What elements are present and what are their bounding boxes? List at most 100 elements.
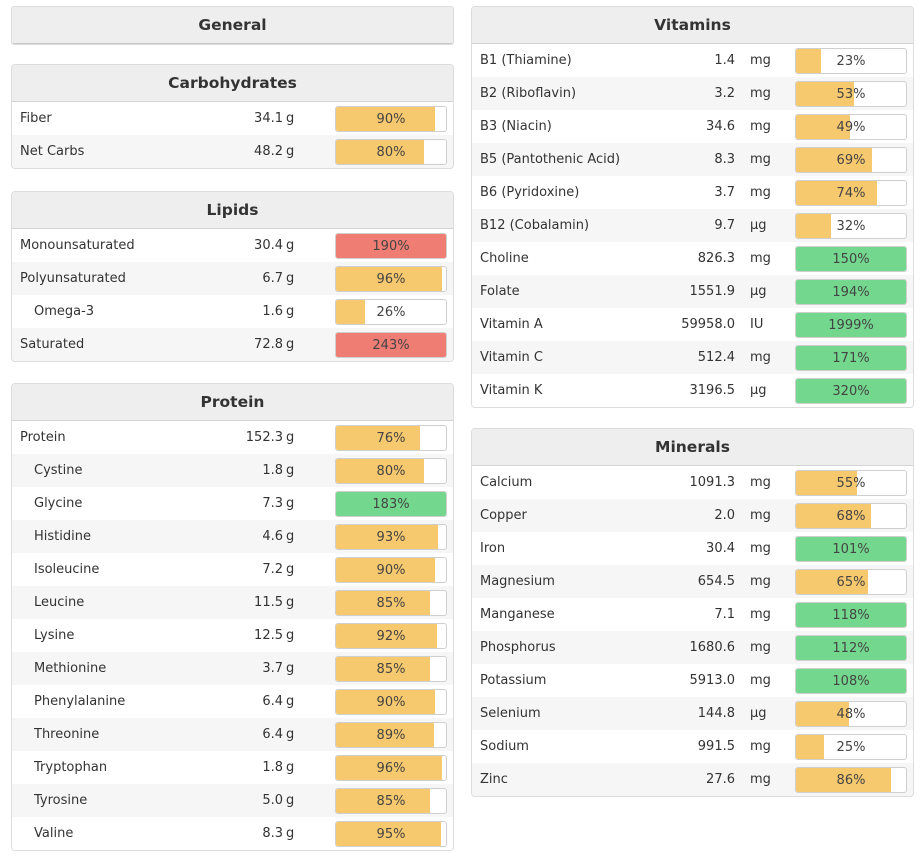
nutrient-name: Saturated [20, 337, 85, 352]
percent-label: 108% [832, 673, 870, 689]
percent-bar-fill [796, 636, 906, 660]
percent-label: 320% [832, 383, 870, 399]
nutrient-row[interactable]: B2 (Riboflavin) 3.2 mg 53% [472, 77, 913, 110]
percent-label: 150% [832, 251, 870, 267]
nutrient-row[interactable]: Folate 1551.9 µg 194% [472, 275, 913, 308]
percent-bar-fill [796, 768, 891, 792]
nutrient-row[interactable]: Zinc 27.6 mg 86% [472, 763, 913, 796]
percent-bar: 194% [795, 279, 907, 305]
nutrient-row[interactable]: Tryptophan 1.8 g 96% [12, 751, 453, 784]
nutrient-row[interactable]: Choline 826.3 mg 150% [472, 242, 913, 275]
nutrient-row[interactable]: Valine 8.3 g 95% [12, 817, 453, 850]
nutrient-row[interactable]: Vitamin C 512.4 mg 171% [472, 341, 913, 374]
nutrient-amount: 72.8 [254, 337, 283, 352]
nutrient-name: Calcium [480, 475, 533, 490]
nutrient-name: B12 (Cobalamin) [480, 218, 590, 233]
nutrient-amount: 1551.9 [689, 284, 736, 299]
nutrient-row[interactable]: Net Carbs 48.2 g 80% [12, 135, 453, 168]
nutrient-unit: g [286, 111, 295, 126]
percent-label: 23% [836, 53, 866, 69]
nutrient-unit: g [286, 760, 295, 775]
percent-bar: 243% [335, 332, 447, 358]
nutrient-name: Folate [480, 284, 520, 299]
nutrient-amount: 30.4 [254, 238, 283, 253]
percent-bar-fill [796, 346, 906, 370]
nutrient-amount: 30.4 [706, 541, 735, 556]
nutrient-unit: mg [750, 640, 771, 655]
nutrient-row[interactable]: Iron 30.4 mg 101% [472, 532, 913, 565]
percent-bar-fill [796, 214, 832, 238]
nutrient-name: B5 (Pantothenic Acid) [480, 152, 621, 167]
nutrient-row[interactable]: Vitamin K 3196.5 µg 320% [472, 374, 913, 407]
nutrient-name: Sodium [480, 739, 529, 754]
nutrient-row[interactable]: Potassium 5913.0 mg 108% [472, 664, 913, 697]
nutrient-unit: mg [750, 185, 771, 200]
nutrient-row[interactable]: Omega-3 1.6 g 26% [12, 295, 453, 328]
nutrient-row[interactable]: Vitamin A 59958.0 IU 1999% [472, 308, 913, 341]
nutrient-amount: 3.7 [262, 661, 283, 676]
nutrient-row[interactable]: Methionine 3.7 g 85% [12, 652, 453, 685]
nutrient-amount: 2.0 [714, 508, 735, 523]
nutrient-unit: mg [750, 607, 771, 622]
nutrient-amount: 6.4 [262, 727, 283, 742]
percent-label: 89% [376, 727, 406, 743]
nutrient-row[interactable]: B12 (Cobalamin) 9.7 µg 32% [472, 209, 913, 242]
protein-panel: Protein Protein 152.3 g 76% Cystine 1.8 g 80% Gl… [11, 383, 454, 851]
nutrient-name: Phosphorus [480, 640, 556, 655]
nutrient-row[interactable]: Glycine 7.3 g 183% [12, 487, 453, 520]
nutrient-unit: mg [750, 772, 771, 787]
percent-bar-fill [336, 525, 439, 549]
nutrient-row[interactable]: Phenylalanine 6.4 g 90% [12, 685, 453, 718]
percent-label: 48% [836, 706, 866, 722]
percent-label: 65% [836, 574, 866, 590]
nutrient-unit: g [286, 304, 295, 319]
percent-bar-fill [336, 723, 434, 747]
nutrient-row[interactable]: Polyunsaturated 6.7 g 96% [12, 262, 453, 295]
nutrient-row[interactable]: Protein 152.3 g 76% [12, 421, 453, 454]
nutrient-row[interactable]: B1 (Thiamine) 1.4 mg 23% [472, 44, 913, 77]
nutrient-row[interactable]: B3 (Niacin) 34.6 mg 49% [472, 110, 913, 143]
nutrient-amount: 3196.5 [689, 383, 736, 398]
percent-bar-fill [336, 300, 365, 324]
percent-label: 90% [376, 562, 406, 578]
nutrient-amount: 8.3 [262, 826, 283, 841]
nutrient-row[interactable]: Manganese 7.1 mg 118% [472, 598, 913, 631]
nutrient-row[interactable]: Leucine 11.5 g 85% [12, 586, 453, 619]
nutrient-row[interactable]: Magnesium 654.5 mg 65% [472, 565, 913, 598]
nutrient-unit: g [286, 595, 295, 610]
nutrient-row[interactable]: Threonine 6.4 g 89% [12, 718, 453, 751]
nutrient-row[interactable]: Calcium 1091.3 mg 55% [472, 466, 913, 499]
nutrient-row[interactable]: Fiber 34.1 g 90% [12, 102, 453, 135]
nutrient-name: B2 (Riboflavin) [480, 86, 577, 101]
nutrient-row[interactable]: Saturated 72.8 g 243% [12, 328, 453, 361]
nutrient-row[interactable]: Cystine 1.8 g 80% [12, 454, 453, 487]
nutrient-unit: g [286, 694, 295, 709]
percent-bar: 89% [335, 722, 447, 748]
percent-bar: 101% [795, 536, 907, 562]
nutrient-row[interactable]: Copper 2.0 mg 68% [472, 499, 913, 532]
nutrient-row[interactable]: Tyrosine 5.0 g 85% [12, 784, 453, 817]
percent-bar-fill [336, 459, 424, 483]
nutrient-row[interactable]: Isoleucine 7.2 g 90% [12, 553, 453, 586]
nutrient-amount: 6.4 [262, 694, 283, 709]
percent-bar: 80% [335, 139, 447, 165]
nutrient-row[interactable]: B5 (Pantothenic Acid) 8.3 mg 69% [472, 143, 913, 176]
nutrient-name: Protein [20, 430, 66, 445]
percent-bar-fill [336, 624, 438, 648]
nutrient-row[interactable]: Histidine 4.6 g 93% [12, 520, 453, 553]
nutrient-row[interactable]: Selenium 144.8 µg 48% [472, 697, 913, 730]
vitamins-title: Vitamins [472, 7, 913, 44]
percent-bar-fill [336, 140, 424, 164]
nutrient-row[interactable]: Sodium 991.5 mg 25% [472, 730, 913, 763]
percent-bar: 96% [335, 266, 447, 292]
nutrient-row[interactable]: B6 (Pyridoxine) 3.7 mg 74% [472, 176, 913, 209]
carbohydrates-rows: Fiber 34.1 g 90% Net Carbs 48.2 g 80% [12, 102, 453, 168]
nutrient-name: Glycine [34, 496, 83, 511]
nutrient-name: B1 (Thiamine) [480, 53, 572, 68]
nutrient-row[interactable]: Monounsaturated 30.4 g 190% [12, 229, 453, 262]
percent-bar-fill [336, 657, 430, 681]
nutrient-row[interactable]: Phosphorus 1680.6 mg 112% [472, 631, 913, 664]
nutrient-amount: 11.5 [254, 595, 283, 610]
nutrient-row[interactable]: Lysine 12.5 g 92% [12, 619, 453, 652]
percent-bar-fill [336, 756, 442, 780]
